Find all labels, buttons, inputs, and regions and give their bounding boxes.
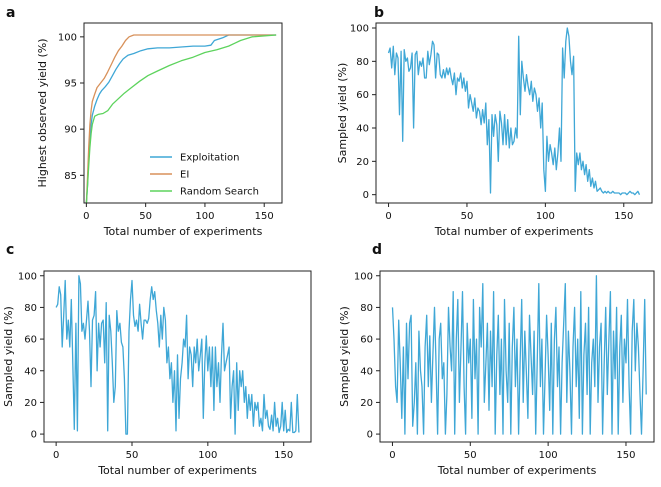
y-tick-label: 60 — [24, 335, 37, 346]
y-tick-label: 90 — [64, 125, 77, 136]
x-tick-label: 150 — [274, 450, 293, 461]
axes-frame — [43, 270, 312, 443]
x-tick-label: 0 — [53, 450, 59, 461]
panel-a: a 0 50 100 150 85 90 95 100 Total number of exper… — [6, 5, 283, 238]
x-tick-label: 100 — [539, 450, 558, 461]
y-tick-label: 40 — [356, 124, 369, 135]
x-axis-label: Total number of experiments — [97, 464, 257, 477]
panel-letter: d — [372, 242, 382, 258]
y-tick-label: 20 — [24, 398, 37, 409]
y-tick-label: 20 — [356, 157, 369, 168]
legend-entry: Random Search — [180, 187, 259, 198]
series-line-exploitation — [85, 34, 277, 204]
y-tick-label: 0 — [367, 430, 373, 441]
y-tick-label: 0 — [31, 430, 37, 441]
axes-frame — [375, 22, 653, 204]
series-group — [55, 275, 300, 435]
x-tick-label: 0 — [83, 211, 89, 222]
y-axis-label: Sampled yield (%) — [338, 306, 351, 407]
y-tick-label: 0 — [363, 190, 369, 201]
x-tick-label: 150 — [255, 211, 274, 222]
x-tick-label: 150 — [614, 211, 633, 222]
y-tick-label: 100 — [354, 271, 373, 282]
x-tick-label: 100 — [195, 211, 214, 222]
panel-c: c 0 50 100 150 0 20 40 60 80 100 Total number of ex… — [2, 242, 312, 477]
legend: Exploitation EI Random Search — [150, 153, 259, 198]
y-tick-label: 100 — [350, 24, 369, 35]
y-tick-label: 60 — [360, 335, 373, 346]
y-tick-label: 85 — [64, 171, 77, 182]
legend-entry: Exploitation — [180, 153, 239, 164]
y-tick-label: 20 — [360, 398, 373, 409]
y-tick-label: 95 — [64, 79, 77, 90]
x-tick-label: 100 — [198, 450, 217, 461]
x-tick-label: 0 — [385, 211, 391, 222]
y-axis-label: Sampled yield (%) — [2, 306, 15, 407]
x-tick-label: 100 — [536, 211, 555, 222]
series-group — [387, 27, 641, 196]
series-group — [85, 34, 277, 204]
y-axis-label: Sampled yield (%) — [336, 63, 349, 164]
y-tick-label: 80 — [24, 303, 37, 314]
x-tick-label: 150 — [616, 450, 635, 461]
axes-frame — [83, 22, 283, 204]
y-tick-label: 100 — [18, 271, 37, 282]
x-axis-label: Total number of experiments — [434, 225, 594, 238]
y-tick-label: 100 — [58, 32, 77, 43]
panel-letter: c — [6, 242, 14, 258]
series-group — [391, 275, 647, 435]
panel-letter: a — [6, 5, 15, 21]
y-tick-label: 40 — [24, 366, 37, 377]
axes-frame — [379, 270, 655, 443]
panel-d: d 0 50 100 150 0 20 40 60 80 100 Total number of ex… — [338, 242, 655, 477]
x-tick-label: 50 — [461, 211, 474, 222]
y-tick-label: 80 — [360, 303, 373, 314]
y-tick-label: 40 — [360, 366, 373, 377]
panel-b: b 0 50 100 150 0 20 40 60 80 100 Total number of ex… — [336, 5, 653, 238]
y-tick-label: 80 — [356, 57, 369, 68]
series-line-yield — [55, 275, 300, 435]
x-tick-label: 50 — [464, 450, 477, 461]
x-axis-label: Total number of experiments — [103, 225, 263, 238]
series-line-yield — [391, 275, 647, 435]
legend-entry: EI — [180, 170, 189, 181]
y-axis-label: Highest observed yield (%) — [36, 39, 49, 188]
x-tick-label: 50 — [139, 211, 152, 222]
x-tick-label: 50 — [126, 450, 139, 461]
x-axis-label: Total number of experiments — [437, 464, 597, 477]
series-line-random-search — [85, 34, 277, 204]
x-tick-label: 0 — [389, 450, 395, 461]
y-tick-label: 60 — [356, 90, 369, 101]
panel-letter: b — [374, 5, 384, 21]
series-line-yield — [387, 27, 641, 196]
series-line-ei — [85, 34, 277, 204]
